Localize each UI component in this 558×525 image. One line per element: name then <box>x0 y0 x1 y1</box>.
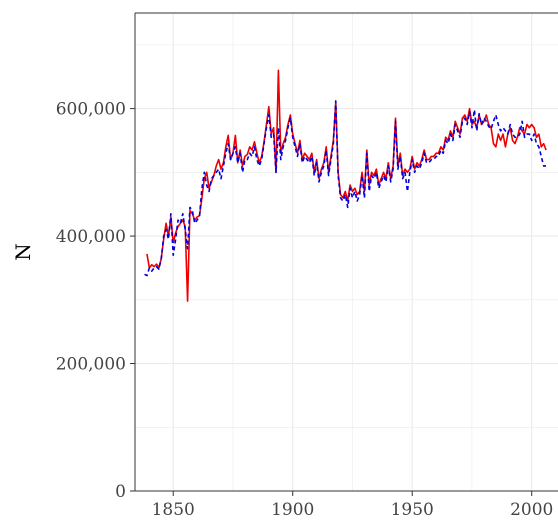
series-line-2 <box>144 100 547 277</box>
y-tick-label: 400,000 <box>56 227 126 247</box>
x-tick-label: 1900 <box>271 500 314 520</box>
y-tick-label: 0 <box>115 482 126 502</box>
y-tick-label: 600,000 <box>56 100 126 120</box>
grid <box>135 13 558 491</box>
tick-labels: 1850 1900 1950 2000 0 200,000 400,000 600,000 <box>56 100 554 520</box>
x-tick-label: 1950 <box>391 500 434 520</box>
axes <box>130 12 558 496</box>
y-tick-label: 200,000 <box>56 355 126 375</box>
y-axis-title: N <box>11 243 35 261</box>
x-tick-label: 1850 <box>152 500 195 520</box>
series-group <box>144 69 547 302</box>
x-tick-label: 2000 <box>510 500 553 520</box>
